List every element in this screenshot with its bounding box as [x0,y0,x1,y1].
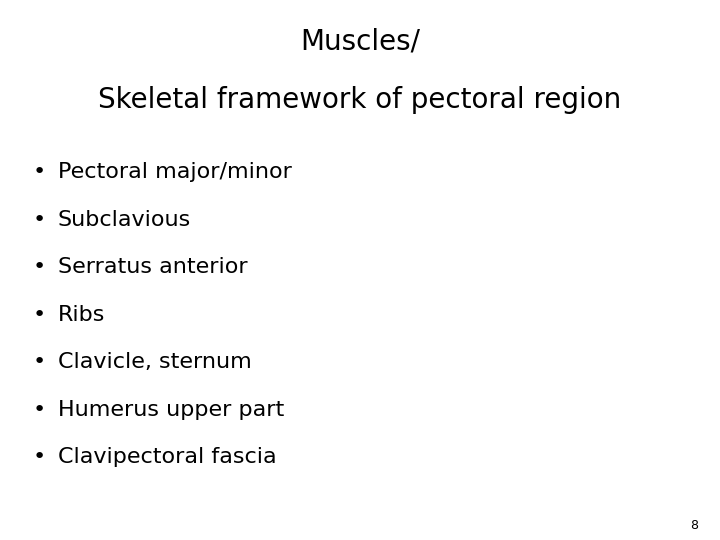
Text: Serratus anterior: Serratus anterior [58,257,247,277]
Text: Humerus upper part: Humerus upper part [58,400,284,420]
Text: Ribs: Ribs [58,305,105,325]
Text: Pectoral major/minor: Pectoral major/minor [58,162,292,182]
Text: •: • [33,447,46,467]
Text: •: • [33,210,46,230]
Text: Clavipectoral fascia: Clavipectoral fascia [58,447,276,467]
Text: Subclavious: Subclavious [58,210,191,230]
Text: Muscles/: Muscles/ [300,27,420,55]
Text: •: • [33,162,46,182]
Text: •: • [33,400,46,420]
Text: •: • [33,352,46,372]
Text: Skeletal framework of pectoral region: Skeletal framework of pectoral region [99,86,621,114]
Text: •: • [33,257,46,277]
Text: •: • [33,305,46,325]
Text: 8: 8 [690,519,698,532]
Text: Clavicle, sternum: Clavicle, sternum [58,352,251,372]
